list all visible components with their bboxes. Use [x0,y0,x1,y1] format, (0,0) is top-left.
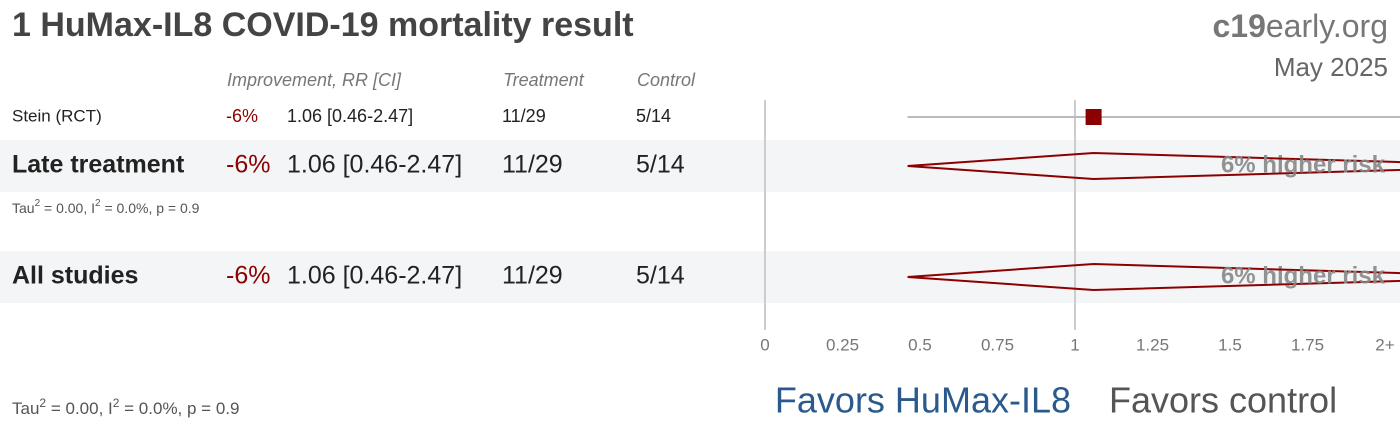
superscript: 2 [35,198,41,209]
heterogeneity-text: Tau [12,399,39,418]
heterogeneity-text: = 0.0%, p = 0.9 [101,200,200,216]
x-tick-label: 0.75 [981,335,1014,354]
x-tick-label: 1.75 [1291,335,1324,354]
plot-area [907,109,1400,292]
x-tick-label: 0.25 [826,335,859,354]
brand-rest: early.org [1266,8,1388,44]
x-tick-label: 0.5 [908,335,932,354]
superscript: 2 [39,396,46,410]
row-name: All studies [12,262,138,290]
improvement: -6% [226,262,270,290]
point-estimate [1085,109,1102,125]
x-tick-label: 1.25 [1136,335,1169,354]
favors-control: Favors control [1109,380,1337,421]
control: 5/14 [636,262,685,290]
row-name: Stein (RCT) [12,106,102,125]
rr-ci: 1.06 [0.46-2.47] [287,262,462,290]
control: 5/14 [636,151,685,179]
heterogeneity-text: = 0.0%, p = 0.9 [119,399,239,418]
date: May 2025 [1274,52,1388,82]
x-tick-label: 0 [760,335,769,354]
treatment: 11/29 [502,106,546,126]
rr-ci: 1.06 [0.46-2.47] [287,151,462,179]
row-band [0,140,1400,192]
annotation: 6% higher risk [1221,262,1386,289]
x-tick-label: 1.5 [1218,335,1242,354]
summary-diamond [907,151,1400,181]
treatment: 11/29 [502,262,563,290]
column-header: Treatment [503,70,585,90]
chart-title: 1 HuMax-IL8 COVID-19 mortality result [12,6,634,44]
brand-bold: c19 [1212,8,1265,44]
heterogeneity: Tau2 = 0.00, I2 = 0.0%, p = 0.9 [12,396,239,418]
x-tick-label: 1 [1070,335,1079,354]
treatment: 11/29 [502,151,563,179]
brand: c19early.org [1212,8,1388,44]
rr-ci: 1.06 [0.46-2.47] [287,106,413,126]
annotation: 6% higher risk [1221,151,1386,178]
heterogeneity: Tau2 = 0.00, I2 = 0.0%, p = 0.9 [12,198,200,216]
heterogeneity-text: = 0.00, I [40,200,95,216]
control: 5/14 [636,106,671,126]
column-header: Control [637,70,696,90]
x-tick-label: 2+ [1375,335,1394,354]
heterogeneity-text: Tau [12,200,35,216]
superscript: 2 [95,198,101,209]
superscript: 2 [113,396,120,410]
summary-diamond [907,262,1400,292]
column-header: Improvement, RR [CI] [227,70,402,90]
improvement: -6% [226,106,258,126]
row-band [0,251,1400,303]
improvement: -6% [226,151,270,179]
heterogeneity-text: = 0.00, I [46,399,113,418]
favors-treatment: Favors HuMax-IL8 [775,380,1071,421]
row-name: Late treatment [12,151,185,179]
